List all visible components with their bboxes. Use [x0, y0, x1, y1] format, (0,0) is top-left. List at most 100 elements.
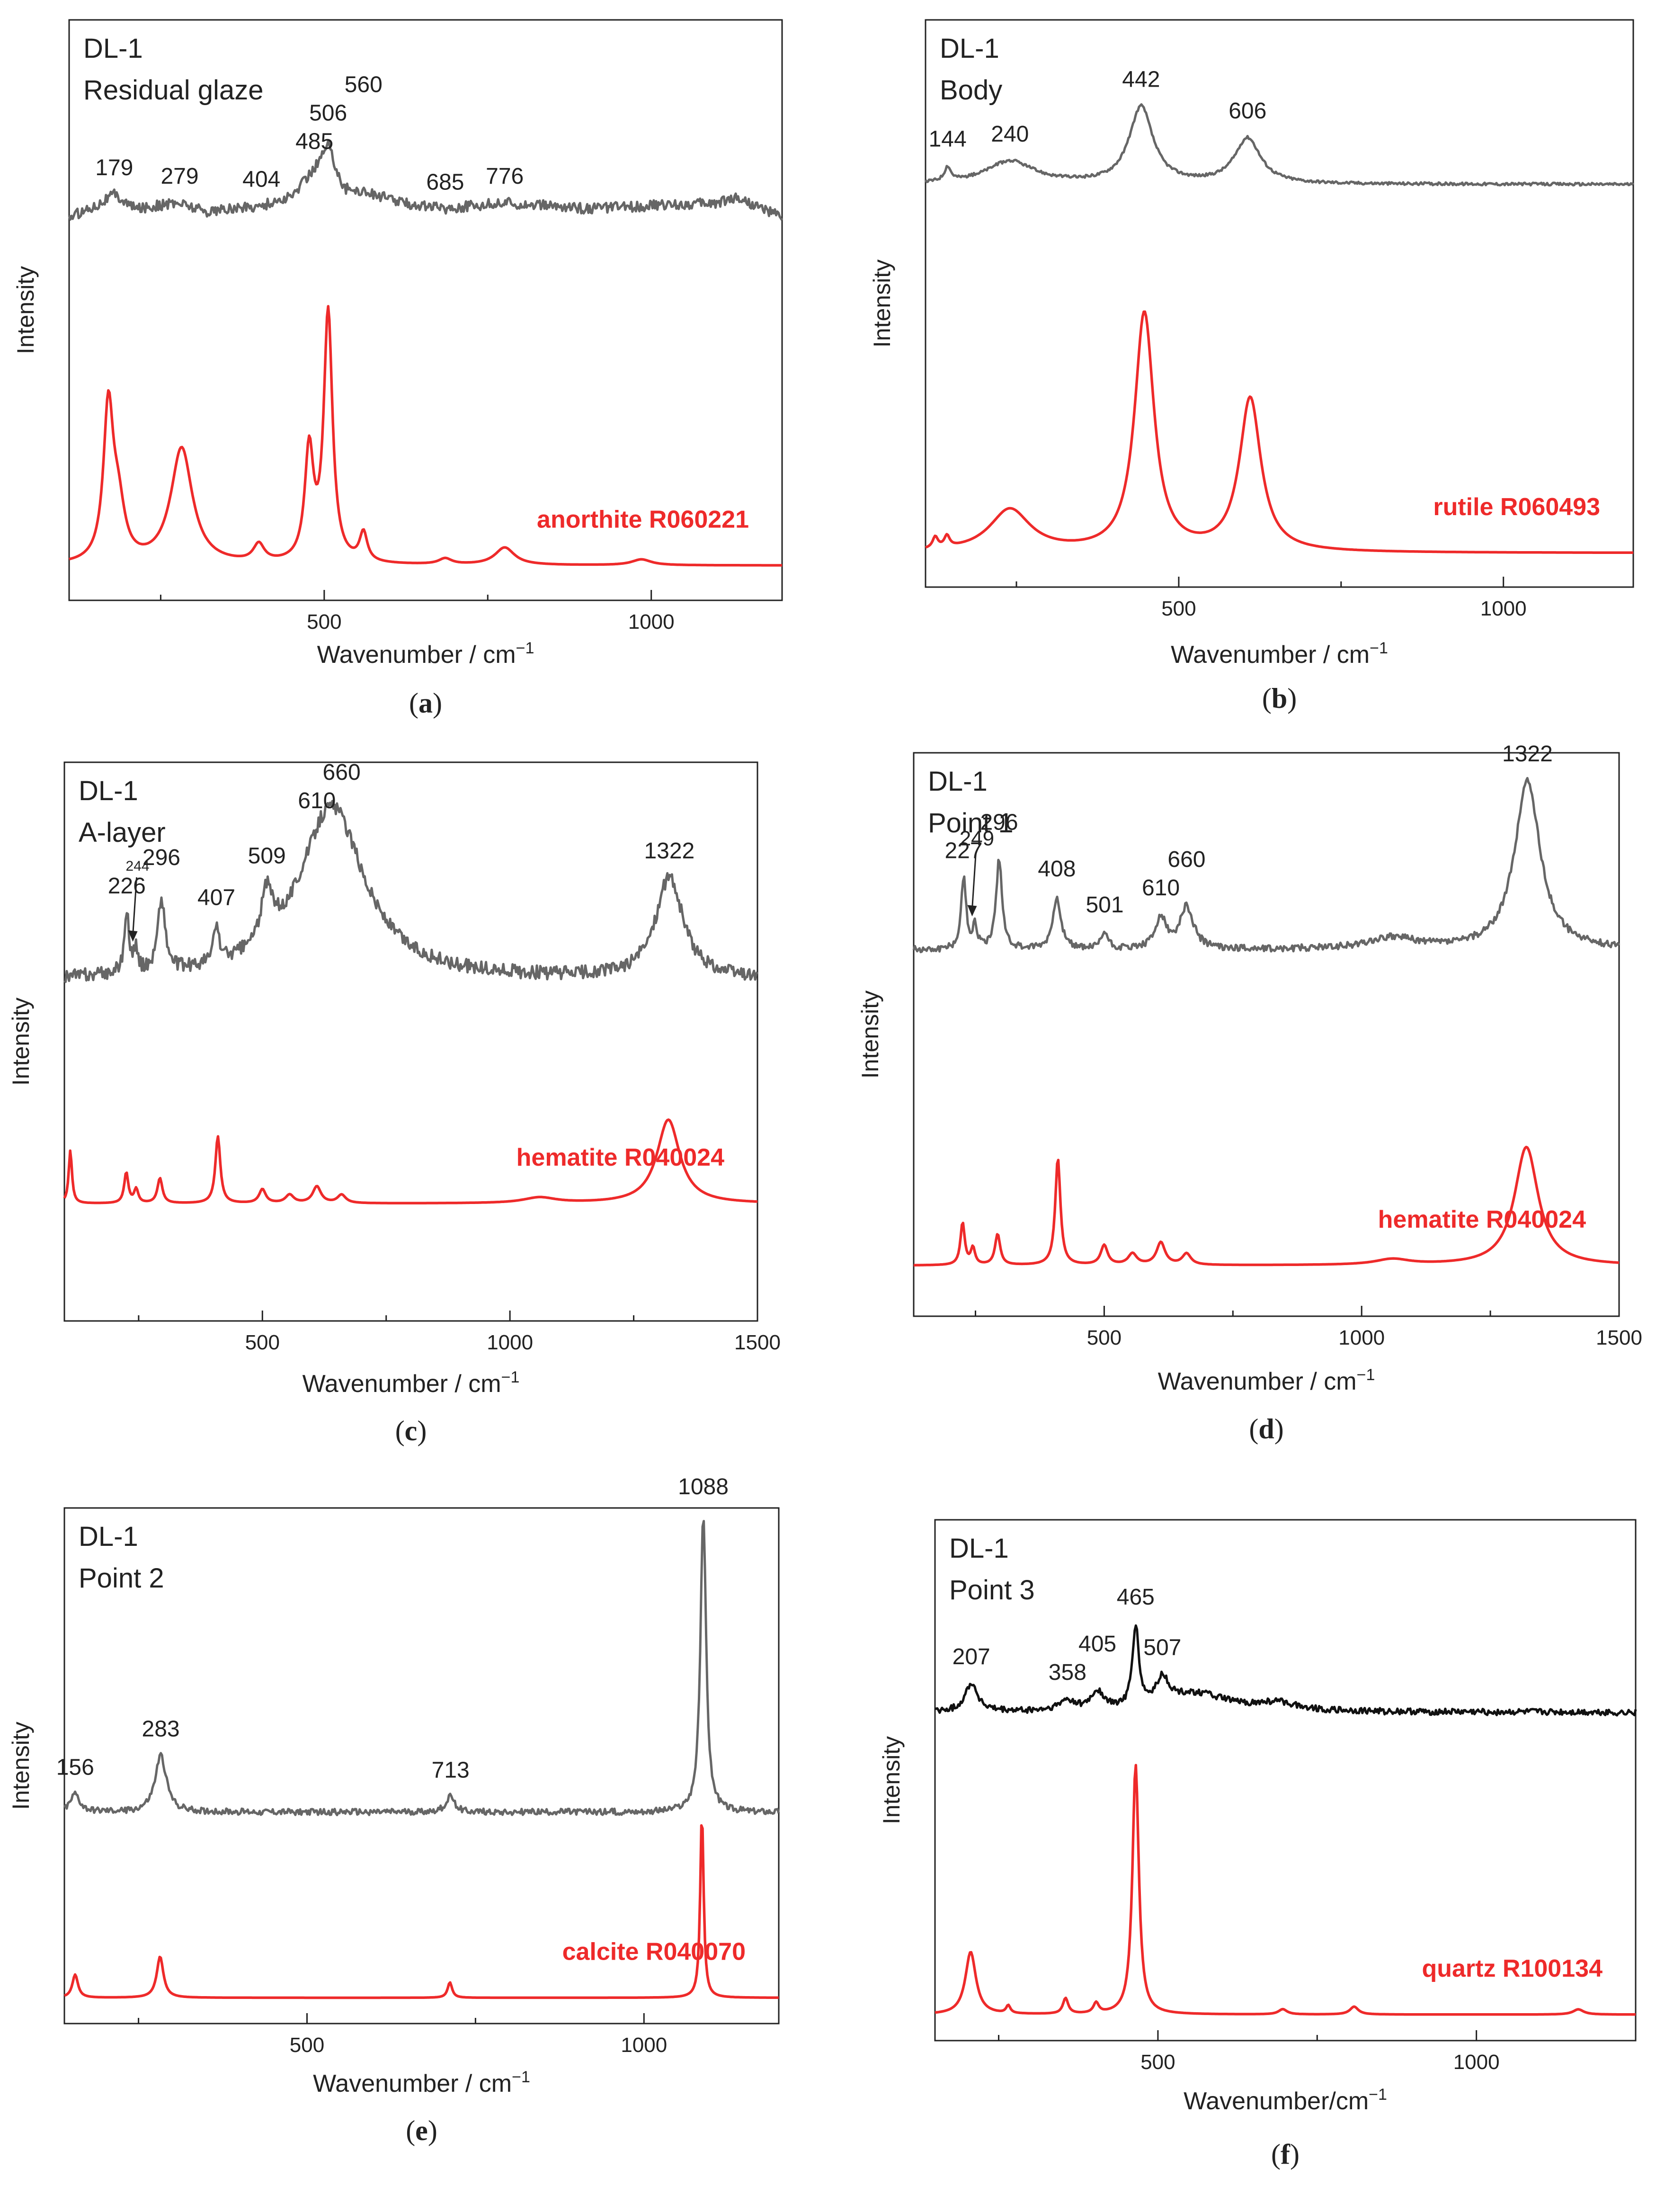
x-tick-label: 1000	[628, 610, 675, 633]
x-axis-label: Wavenumber / cm−1	[313, 2068, 530, 2097]
peak-label: 685	[426, 169, 464, 195]
x-tick-label: 500	[290, 2034, 324, 2057]
sample-spectrum-line	[924, 103, 1634, 187]
x-axis-label: Wavenumber / cm−1	[317, 639, 534, 669]
sample-location: Body	[940, 75, 1002, 106]
chart-panel-a: 500 1000 Wavenumber / cm−1 Intensity DL-1 Res…	[12, 19, 783, 719]
x-axis-label: Wavenumber/cm−1	[1184, 2086, 1387, 2115]
reference-label: quartz R100134	[1422, 1955, 1603, 1982]
peak-label: 156	[56, 1755, 94, 1780]
x-axis-label-superscript: −1	[501, 1368, 520, 1386]
panel-label-letter: a	[418, 687, 433, 719]
sample-id: DL-1	[940, 33, 999, 64]
panel-label: (f)	[1271, 2139, 1300, 2170]
x-tick-label: 1500	[734, 1331, 781, 1354]
x-tick-label: 1000	[1480, 597, 1527, 620]
x-tick-label: 1000	[621, 2034, 667, 2057]
peak-label: 179	[95, 155, 133, 180]
peak-label: 506	[309, 101, 347, 126]
reference-spectrum-line	[63, 1118, 758, 1204]
panel-label-close: )	[433, 687, 442, 719]
x-tick-label: 500	[1140, 2051, 1175, 2074]
peak-label: 408	[1038, 856, 1076, 882]
plot-frame	[63, 761, 758, 1322]
chart-panel-e: 500 1000 Wavenumber / cm−1 Intensity DL-1 Poi…	[8, 1474, 780, 2146]
plot-frame	[934, 1519, 1637, 2042]
panel-label-open: (	[1271, 2139, 1281, 2170]
peak-label-arrowed: 249	[960, 827, 994, 850]
peak-label: 442	[1122, 67, 1160, 92]
reference-label: hematite R040024	[1378, 1206, 1586, 1233]
reference-spectrum-line	[63, 1824, 779, 1999]
y-axis-label: Intensity	[857, 990, 883, 1079]
peak-label: 610	[1142, 875, 1180, 901]
peak-label-arrowed: 244	[126, 858, 150, 874]
panel-label: (e)	[406, 2115, 437, 2146]
peak-label: 1322	[644, 838, 694, 864]
sample-location: Residual glaze	[83, 75, 263, 106]
peak-label: 407	[197, 885, 235, 910]
peak-arrow-head	[128, 930, 138, 942]
peak-label: 501	[1086, 892, 1123, 918]
plot-frame	[913, 752, 1620, 1317]
x-tick-label: 500	[307, 610, 341, 633]
peak-label: 144	[929, 127, 967, 152]
sample-id: DL-1	[79, 776, 138, 806]
x-tick-label: 500	[1087, 1326, 1122, 1349]
sample-location: Point 1	[928, 808, 1014, 838]
x-tick-label: 500	[245, 1331, 280, 1354]
panel-label-letter: e	[415, 2115, 428, 2146]
chart-panel-b: 500 1000 Wavenumber / cm−1 Intensity DL-1 Bod…	[869, 19, 1634, 714]
panel-label-close: )	[417, 1415, 427, 1446]
y-axis-label: Intensity	[8, 1721, 34, 1810]
peak-label: 405	[1078, 1632, 1116, 1657]
peak-label: 296	[980, 810, 1018, 835]
panel-label-close: )	[428, 2115, 437, 2146]
reference-label: rutile R060493	[1433, 493, 1600, 521]
x-tick-label: 500	[1161, 597, 1196, 620]
x-axis-label: Wavenumber / cm−1	[1171, 639, 1388, 669]
peak-label: 713	[432, 1758, 470, 1783]
panel-label-open: (	[406, 2115, 415, 2146]
panel-label-close: )	[1287, 683, 1297, 714]
sample-id: DL-1	[949, 1533, 1009, 1564]
peak-label: 226	[108, 874, 146, 899]
sample-location: Point 3	[949, 1575, 1035, 1605]
reference-spectrum-line	[69, 305, 783, 567]
sample-spectrum-line	[935, 1624, 1637, 1717]
peak-label: 1088	[678, 1474, 729, 1499]
peak-label: 1322	[1502, 741, 1553, 767]
panel-label-open: (	[1262, 683, 1272, 714]
y-axis-label: Intensity	[12, 266, 39, 354]
plot-frame	[63, 1507, 780, 2025]
sample-location: A-layer	[79, 817, 166, 848]
peak-label: 227	[944, 838, 982, 864]
peak-label: 606	[1229, 98, 1266, 124]
plot-frame	[68, 19, 783, 601]
panel-label-letter: d	[1258, 1413, 1274, 1445]
x-tick-label: 1500	[1596, 1326, 1642, 1349]
y-axis-label: Intensity	[8, 998, 34, 1086]
reference-label: hematite R040024	[516, 1144, 724, 1171]
chart-panel-f: 500 1000 Wavenumber/cm−1 Intensity DL-1 Point…	[878, 1519, 1637, 2170]
peak-label: 485	[295, 129, 333, 154]
panel-label-open: (	[395, 1415, 405, 1446]
x-axis-label-superscript: −1	[516, 639, 534, 657]
x-tick-label: 1000	[487, 1331, 533, 1354]
peak-label: 358	[1049, 1660, 1086, 1685]
sample-location: Point 2	[79, 1563, 164, 1594]
chart-panel-c: 500 1000 1500 Wavenumber / cm−1 Intensity DL-…	[8, 760, 781, 1446]
peak-label: 296	[142, 845, 180, 870]
x-tick-label: 1000	[1453, 2051, 1500, 2074]
peak-label: 240	[991, 122, 1029, 147]
reference-label: anorthite R060221	[537, 506, 749, 533]
panel-label-letter: b	[1272, 683, 1287, 714]
x-tick-label: 1000	[1338, 1326, 1385, 1349]
sample-id: DL-1	[79, 1521, 138, 1552]
sample-spectrum-line	[63, 1520, 780, 1817]
y-axis-label: Intensity	[869, 259, 895, 348]
sample-spectrum-line	[912, 777, 1620, 954]
peak-label: 279	[160, 164, 198, 189]
reference-spectrum-line	[913, 1145, 1620, 1267]
